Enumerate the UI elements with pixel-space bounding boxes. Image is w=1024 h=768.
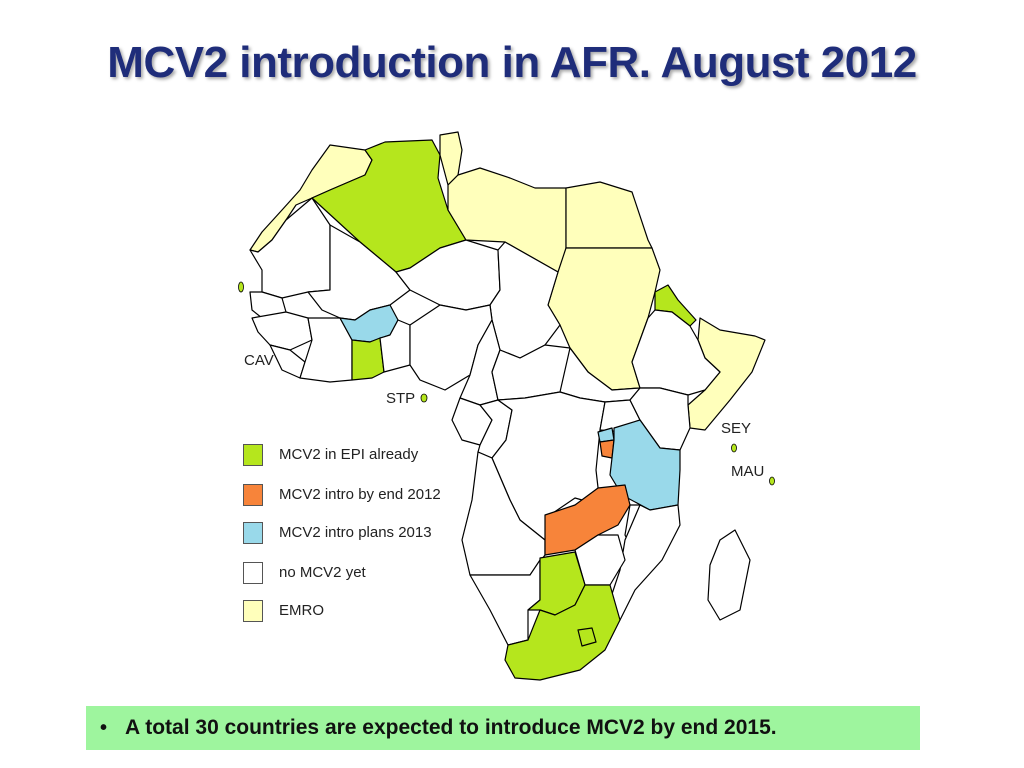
- legend-swatch: [243, 444, 263, 466]
- country-ethiopia: [631, 309, 721, 396]
- country-egypt: [565, 181, 653, 249]
- note-box: • A total 30 countries are expected to i…: [86, 706, 920, 750]
- country-drc: [491, 391, 606, 541]
- country-madagascar: [707, 529, 751, 621]
- country-liberia: [269, 344, 306, 379]
- label-cav: CAV: [244, 352, 274, 369]
- seychelles-island: [731, 443, 737, 453]
- cape-verde-island: [238, 281, 244, 293]
- legend-swatch: [243, 600, 263, 622]
- slide-title: MCV2 introduction in AFR. August 2012: [107, 38, 917, 87]
- legend-label: no MCV2 yet: [279, 564, 366, 581]
- legend-swatch: [243, 522, 263, 544]
- label-sey: SEY: [721, 420, 752, 437]
- country-kenya: [629, 387, 691, 451]
- sao-tome-island: [420, 393, 428, 403]
- legend-swatch: [243, 562, 263, 584]
- legend-label: MCV2 intro plans 2013: [279, 524, 432, 541]
- note-text: A total 30 countries are expected to int…: [125, 716, 777, 739]
- country-south-africa: [504, 584, 621, 681]
- country-lesotho: [577, 627, 597, 647]
- country-zambia: [544, 484, 631, 556]
- country-guinea: [251, 311, 313, 351]
- legend-label: MCV2 intro by end 2012: [279, 486, 441, 503]
- mauritius-island: [769, 476, 775, 486]
- africa-map: [238, 131, 775, 681]
- bullet-icon: •: [100, 716, 108, 739]
- country-ghana: [351, 337, 385, 381]
- legend-swatch: [243, 484, 263, 506]
- legend-label: EMRO: [279, 602, 324, 619]
- legend-label: MCV2 in EPI already: [279, 446, 419, 463]
- label-stp: STP: [386, 390, 416, 407]
- label-mau: MAU: [731, 463, 765, 480]
